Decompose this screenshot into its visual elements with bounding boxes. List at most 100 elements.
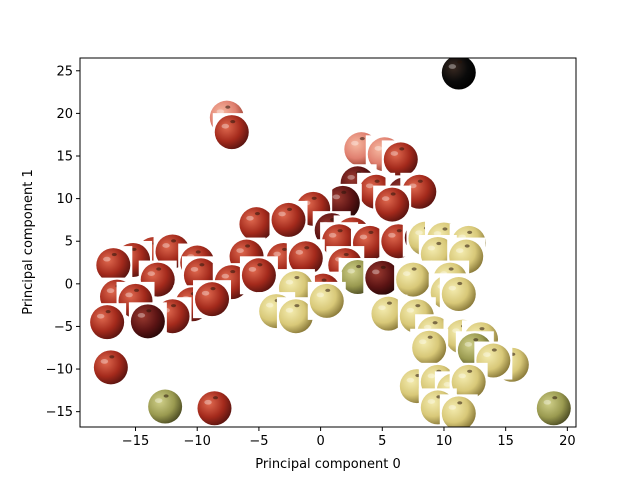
apple-stem — [473, 338, 479, 342]
apple-stem — [396, 229, 402, 233]
apple-body — [278, 299, 313, 334]
apple-highlight — [201, 290, 210, 296]
apple-body — [371, 296, 406, 331]
apple-stem — [199, 263, 205, 267]
apple-marker — [439, 58, 478, 92]
apple-highlight — [273, 251, 281, 257]
apple-highlight — [390, 151, 399, 156]
apple-stem — [171, 304, 177, 308]
apple-stem — [111, 252, 117, 257]
apple-highlight — [248, 266, 257, 272]
apple-body — [195, 282, 230, 317]
x-tick-label: 20 — [559, 434, 576, 449]
apple-stem — [442, 227, 448, 231]
y-tick-label: −10 — [46, 363, 73, 378]
apple-stem — [245, 244, 251, 248]
apple-highlight — [406, 307, 415, 313]
apple-stem — [552, 396, 558, 400]
apple-highlight — [402, 271, 411, 277]
apple-stem — [399, 147, 405, 151]
apple-highlight — [100, 359, 109, 364]
apple-marker — [193, 280, 232, 319]
y-tick-label: 20 — [56, 107, 73, 122]
apple-stem — [427, 335, 433, 339]
y-tick-label: 0 — [65, 277, 73, 292]
apple-stem — [163, 394, 169, 398]
apple-stem — [380, 265, 386, 269]
apple-stem — [195, 250, 201, 254]
x-tick-label: −5 — [249, 434, 268, 449]
apple-highlight — [418, 339, 427, 345]
x-tick-label: 15 — [497, 434, 514, 449]
apple-stem — [343, 252, 349, 257]
apple-stem — [304, 246, 310, 250]
apple-stem — [491, 348, 497, 352]
apple-highlight — [448, 285, 457, 291]
apple-body — [197, 391, 232, 426]
apple-stem — [457, 281, 463, 286]
apple-stem — [368, 230, 374, 234]
apple-highlight — [285, 279, 294, 285]
apple-marker — [534, 389, 573, 427]
apple-body — [93, 350, 128, 385]
apple-body — [365, 260, 400, 295]
apple-stem — [131, 247, 137, 252]
apple-highlight — [295, 249, 304, 255]
apple-body — [148, 389, 183, 424]
apple-marker — [307, 281, 346, 320]
apple-highlight — [285, 307, 294, 313]
apple-highlight — [190, 266, 199, 272]
apple-marker — [269, 200, 308, 239]
apple-highlight — [374, 145, 383, 151]
apple-stem — [325, 288, 331, 292]
apple-body — [451, 364, 486, 399]
apple-marker — [128, 302, 167, 341]
apple-marker — [381, 140, 420, 179]
apple-highlight — [433, 231, 442, 236]
apple-body — [214, 115, 249, 150]
apple-highlight — [427, 399, 436, 404]
apple-highlight — [246, 215, 254, 221]
apple-marker — [91, 348, 130, 387]
x-axis: −15 −10 −5 0 5 10 15 20 — [122, 427, 576, 449]
x-axis-label: Principal component 0 — [255, 457, 400, 472]
y-tick-label: −5 — [54, 320, 73, 335]
apple-body — [396, 262, 431, 297]
apple-stem — [109, 355, 115, 359]
apple-highlight — [265, 302, 274, 308]
apple-highlight — [458, 373, 466, 379]
apple-stem — [467, 369, 473, 373]
apple-highlight — [427, 373, 436, 379]
apple-marker — [410, 328, 449, 367]
apple-stem — [282, 247, 288, 252]
apple-body — [288, 241, 323, 276]
apple-stem — [294, 304, 300, 308]
x-tick-label: 10 — [436, 434, 453, 449]
apple-marker — [439, 394, 478, 427]
apple-highlight — [347, 268, 355, 274]
apple-stem — [134, 288, 140, 292]
apple-marker — [276, 297, 315, 336]
apple-marker — [88, 303, 127, 342]
y-axis-label: Principal component 1 — [21, 169, 36, 314]
y-axis: −15 −10 −5 0 5 10 15 20 25 — [46, 64, 80, 420]
apple-stem — [294, 275, 300, 280]
apple-stem — [457, 60, 463, 64]
apple-stem — [230, 269, 236, 274]
apple-stem — [436, 241, 442, 246]
apple-body — [271, 202, 306, 237]
apple-marker — [394, 260, 433, 299]
apple-highlight — [448, 64, 457, 69]
apple-stem — [417, 179, 423, 183]
apple-marker — [237, 205, 276, 244]
plot-frame — [79, 57, 577, 428]
apple-highlight — [483, 352, 491, 357]
apple-stem — [374, 179, 380, 183]
apple-stem — [415, 304, 421, 308]
apple-highlight — [372, 269, 380, 275]
apple-body — [239, 207, 274, 242]
apple-stem — [156, 267, 162, 271]
apple-highlight — [221, 123, 230, 129]
y-tick-label: 15 — [56, 150, 73, 165]
